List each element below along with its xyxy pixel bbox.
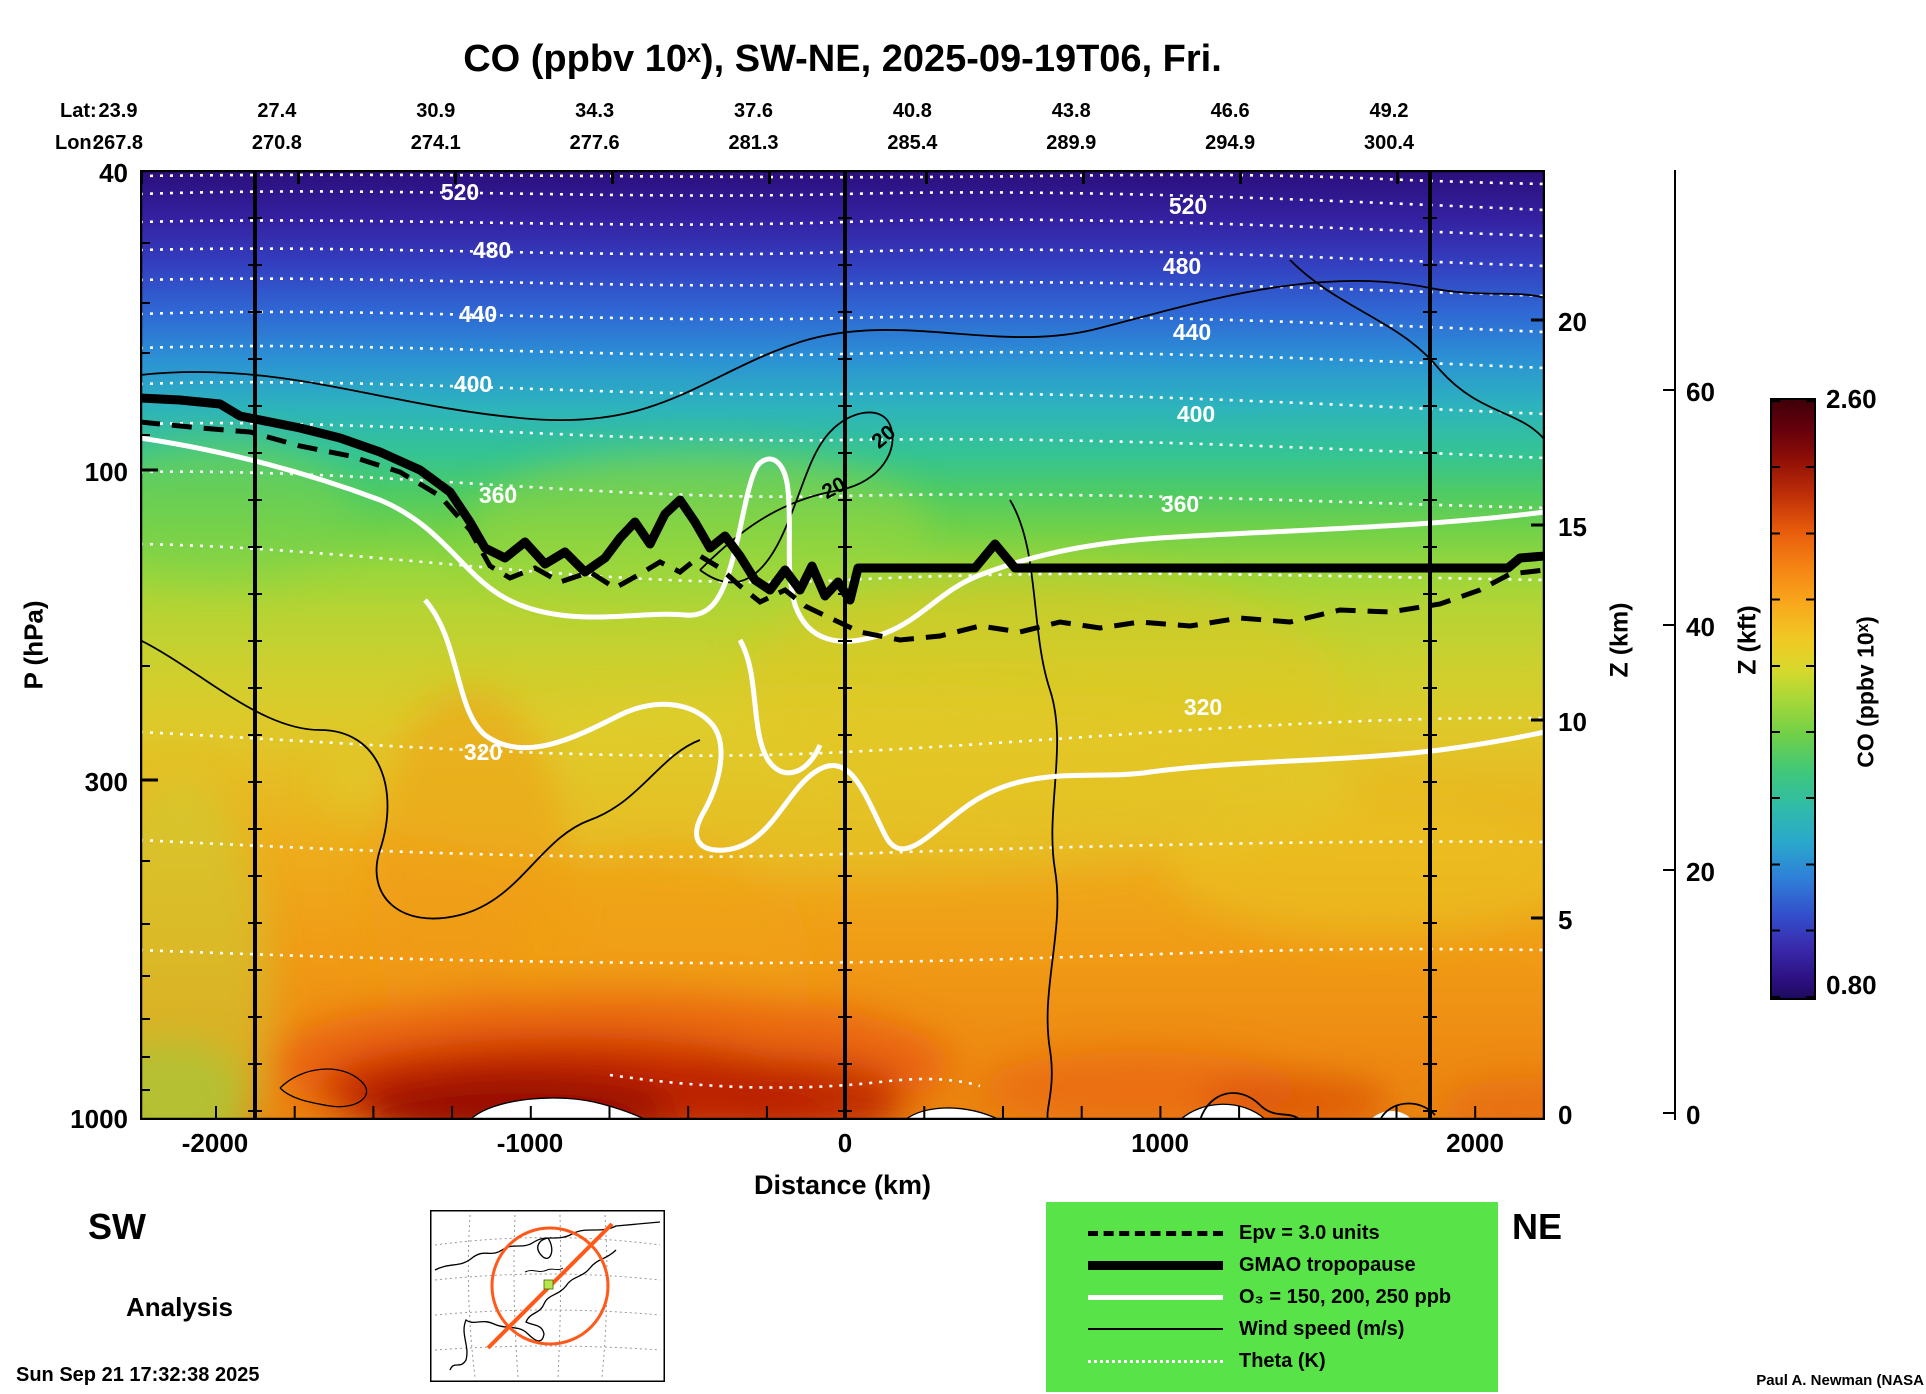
zkm-tick-20: 20 [1558, 307, 1587, 337]
svg-text:440: 440 [1173, 319, 1211, 345]
lon-value: 294.9 [1205, 132, 1256, 154]
plot-frame [140, 170, 1545, 1120]
p-tick-300: 300 [84, 767, 128, 797]
lon-value: 274.1 [410, 132, 461, 154]
svg-text:360: 360 [1161, 491, 1199, 517]
colorbar-label: CO (ppbv 10ˣ) [1852, 616, 1879, 768]
timestamp: Sun Sep 21 17:32:38 2025 [16, 1364, 260, 1386]
legend-item-ozone: O₃ = 150, 200, 250 ppb [1088, 1286, 1498, 1309]
plot-edge-ticks [140, 170, 1545, 1120]
svg-text:520: 520 [1169, 193, 1207, 219]
svg-text:480: 480 [473, 237, 511, 263]
theta-contours [140, 173, 1545, 1089]
legend-item-epv: Epv = 3.0 units [1088, 1222, 1498, 1245]
zkft-tick-20: 20 [1686, 857, 1715, 887]
lat-axis-values: 23.9 27.4 30.9 34.3 37.6 40.8 43.8 46.6 … [82, 100, 1425, 123]
zkm-tick-10: 10 [1558, 707, 1587, 737]
ozone-contours [140, 435, 1545, 853]
lon-axis-caption: Lon: [55, 132, 99, 154]
credit: Paul A. Newman (NASA [1756, 1372, 1924, 1389]
lat-value: 46.6 [1210, 100, 1250, 122]
legend-item-theta: Theta (K) [1088, 1350, 1498, 1373]
zkm-tick-15: 15 [1558, 512, 1587, 542]
lon-value: 289.9 [1046, 132, 1097, 154]
sw-corner-label: SW [88, 1206, 146, 1247]
colorbar-ticks-right [1806, 400, 1814, 998]
zkft-tick-40: 40 [1686, 612, 1715, 642]
lat-value: 49.2 [1369, 100, 1409, 122]
legend-label: Wind speed (m/s) [1239, 1317, 1405, 1340]
svg-text:320: 320 [464, 739, 502, 765]
legend-item-tropopause: GMAO tropopause [1088, 1254, 1498, 1277]
svg-text:520: 520 [441, 179, 479, 205]
legend-label: GMAO tropopause [1239, 1253, 1416, 1276]
svg-text:440: 440 [459, 301, 497, 327]
lat-value: 30.9 [416, 100, 456, 122]
x-tick: -2000 [181, 1128, 249, 1158]
legend-item-wind: Wind speed (m/s) [1088, 1318, 1498, 1341]
zkft-tick-0: 0 [1686, 1100, 1701, 1130]
svg-text:400: 400 [454, 371, 492, 397]
legend-label: O₃ = 150, 200, 250 ppb [1239, 1285, 1452, 1308]
zkft-axis [1663, 170, 1676, 1120]
ne-corner-label: NE [1512, 1206, 1563, 1247]
x-tick: 1000 [1131, 1128, 1189, 1158]
legend-label: Epv = 3.0 units [1239, 1221, 1380, 1244]
theta-contour-labels: 520 520 480 480 440 440 400 400 360 360 … [441, 179, 1222, 765]
tropopause-line-sample [1088, 1260, 1223, 1270]
ozone-line-sample [1088, 1294, 1223, 1300]
lat-value: 37.6 [734, 100, 773, 122]
svg-text:320: 320 [1184, 694, 1222, 720]
map-range-circle [490, 1226, 610, 1346]
p-tick-40: 40 [99, 158, 128, 188]
zkm-tick-5: 5 [1558, 905, 1573, 935]
cross-section-plot: 520 520 480 480 440 440 400 400 360 360 … [140, 170, 1545, 1120]
x-tick: 2000 [1446, 1128, 1504, 1158]
colorbar-min: 0.80 [1826, 970, 1877, 1000]
legend: Epv = 3.0 units GMAO tropopause O₃ = 150… [1046, 1202, 1498, 1392]
lon-value: 285.4 [887, 132, 938, 154]
pressure-axis-label: P (hPa) [18, 600, 49, 690]
epv-contour [140, 419, 1545, 643]
lat-value: 43.8 [1051, 100, 1091, 122]
lon-value: 270.8 [251, 132, 302, 154]
lat-value: 23.9 [98, 100, 138, 122]
lon-value: 300.4 [1363, 132, 1415, 154]
wind-line-sample [1088, 1328, 1223, 1330]
x-tick: -1000 [496, 1128, 564, 1158]
p-tick-100: 100 [84, 457, 128, 487]
lon-value: 277.6 [569, 132, 620, 154]
lat-axis-caption: Lat: [60, 100, 97, 122]
map-center-marker [543, 1279, 554, 1290]
x-axis-label: Distance (km) [753, 1170, 932, 1200]
colorbar [1770, 398, 1816, 1000]
lat-value: 40.8 [892, 100, 932, 122]
theta-line-sample [1088, 1359, 1223, 1363]
svg-text:480: 480 [1163, 253, 1201, 279]
zkm-axis-label: Z (km) [1605, 602, 1634, 678]
lon-value: 281.3 [728, 132, 779, 154]
chart-title: CO (ppbv 10ˣ), SW-NE, 2025-09-19T06, Fri… [463, 38, 1222, 80]
colorbar-ticks-left [1772, 400, 1780, 998]
wind-speed-contours [140, 259, 1545, 1120]
svg-text:360: 360 [479, 482, 517, 508]
lon-axis-values: 267.8 270.8 274.1 277.6 281.3 285.4 289.… [82, 132, 1425, 155]
legend-label: Theta (K) [1239, 1349, 1326, 1372]
zkft-tick-60: 60 [1686, 377, 1715, 407]
p-tick-1000: 1000 [70, 1104, 128, 1134]
epv-line-sample [1088, 1230, 1223, 1236]
map-coastline [434, 1221, 661, 1371]
zkft-axis-label: Z (kft) [1733, 605, 1762, 675]
reference-vertical-lines [248, 170, 1437, 1120]
colorbar-max: 2.60 [1826, 384, 1877, 414]
map-inset [430, 1210, 665, 1382]
lat-value: 34.3 [575, 100, 615, 122]
svg-text:400: 400 [1177, 401, 1215, 427]
x-tick: 0 [837, 1128, 853, 1158]
lat-value: 27.4 [257, 100, 297, 122]
zkm-tick-0: 0 [1558, 1100, 1573, 1130]
lon-value: 267.8 [92, 132, 144, 154]
analysis-label: Analysis [126, 1292, 233, 1322]
